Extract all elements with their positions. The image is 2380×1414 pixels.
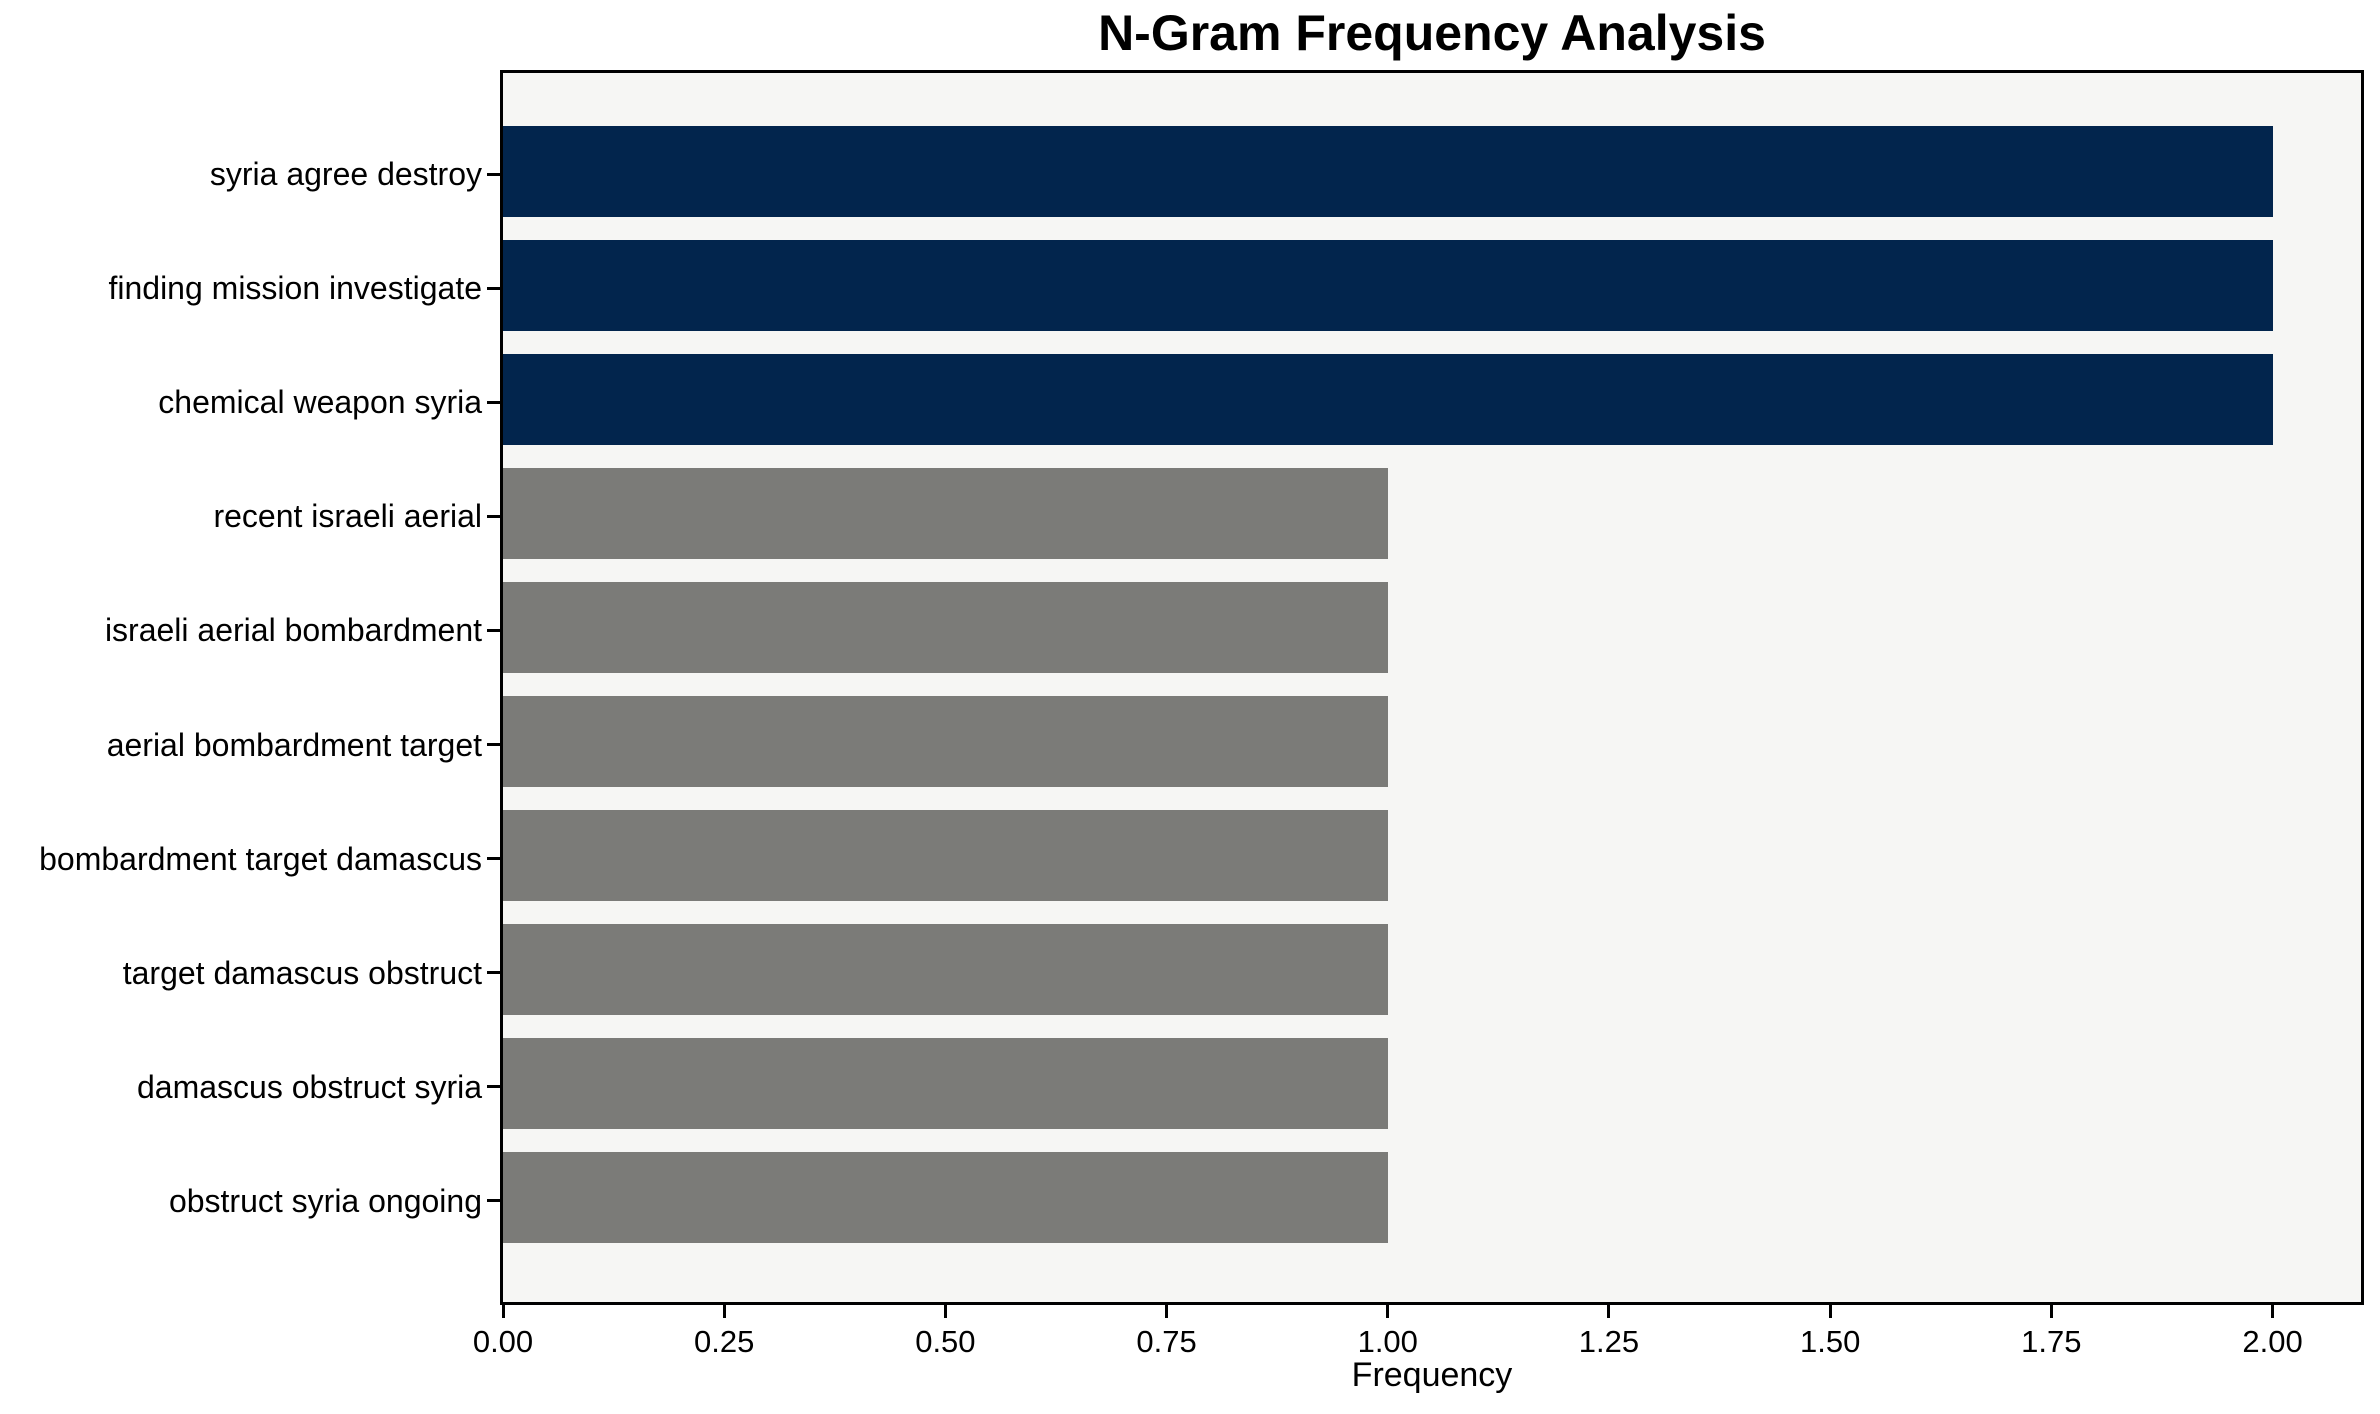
x-tick-mark [722, 1305, 726, 1318]
bar-damascus-obstruct-syria [503, 1037, 1388, 1130]
x-tick-mark [1828, 1305, 1832, 1318]
y-tick-label: bombardment target damascus [39, 840, 482, 877]
y-tick-mark [487, 172, 500, 176]
x-tick-label: 1.00 [1357, 1324, 1418, 1359]
bar-israeli-aerial-bombardment [503, 581, 1388, 674]
y-tick-label: damascus obstruct syria [136, 1068, 482, 1105]
x-tick-label: 1.50 [1799, 1324, 1861, 1359]
bar-obstruct-syria-ongoing [503, 1151, 1388, 1244]
y-tick-mark [487, 971, 500, 975]
bar-target-damascus-obstruct [503, 923, 1388, 1016]
bar-recent-israeli-aerial [503, 467, 1388, 560]
y-tick-mark [487, 857, 500, 860]
x-tick-mark [2271, 1305, 2275, 1318]
y-tick-mark [487, 1199, 500, 1203]
x-tick-label: 0.50 [915, 1324, 976, 1359]
y-tick-mark [487, 400, 500, 404]
y-tick-label: chemical weapon syria [158, 384, 482, 421]
x-tick-label: 0.75 [1136, 1324, 1197, 1359]
y-tick-label: syria agree destroy [209, 156, 482, 193]
bar-bombardment-target-damascus [503, 809, 1388, 902]
x-tick-mark [1165, 1305, 1169, 1318]
plot-area [500, 70, 2364, 1305]
y-tick-mark [487, 514, 500, 518]
chart-title: N-Gram Frequency Analysis [1098, 5, 1766, 61]
y-tick-mark [487, 1085, 500, 1089]
x-tick-label: 1.25 [1578, 1324, 1640, 1359]
y-tick-label: aerial bombardment target [106, 726, 482, 763]
y-tick-label: obstruct syria ongoing [168, 1182, 482, 1219]
y-tick-label: target damascus obstruct [122, 954, 482, 991]
x-tick-mark [501, 1305, 505, 1318]
x-tick-mark [1607, 1305, 1611, 1318]
x-axis-label: Frequency [1351, 1356, 1513, 1394]
x-tick-label: 0.00 [472, 1324, 534, 1359]
y-tick-label: finding mission investigate [108, 270, 482, 307]
bar-syria-agree-destroy [503, 125, 2273, 218]
bar-finding-mission-investigate [503, 239, 2273, 332]
y-tick-label: israeli aerial bombardment [104, 612, 482, 649]
x-tick-label: 1.75 [2021, 1324, 2082, 1359]
x-tick-label: 0.25 [694, 1324, 755, 1359]
x-tick-mark [943, 1305, 947, 1318]
y-tick-mark [487, 628, 500, 632]
x-tick-mark [2049, 1305, 2053, 1318]
x-tick-label: 2.00 [2242, 1324, 2303, 1359]
bar-aerial-bombardment-target [503, 695, 1388, 788]
y-tick-label: recent israeli aerial [213, 498, 482, 535]
bar-chemical-weapon-syria [503, 353, 2273, 446]
x-tick-mark [1386, 1305, 1390, 1318]
y-tick-mark [487, 286, 500, 290]
y-tick-mark [487, 743, 500, 746]
